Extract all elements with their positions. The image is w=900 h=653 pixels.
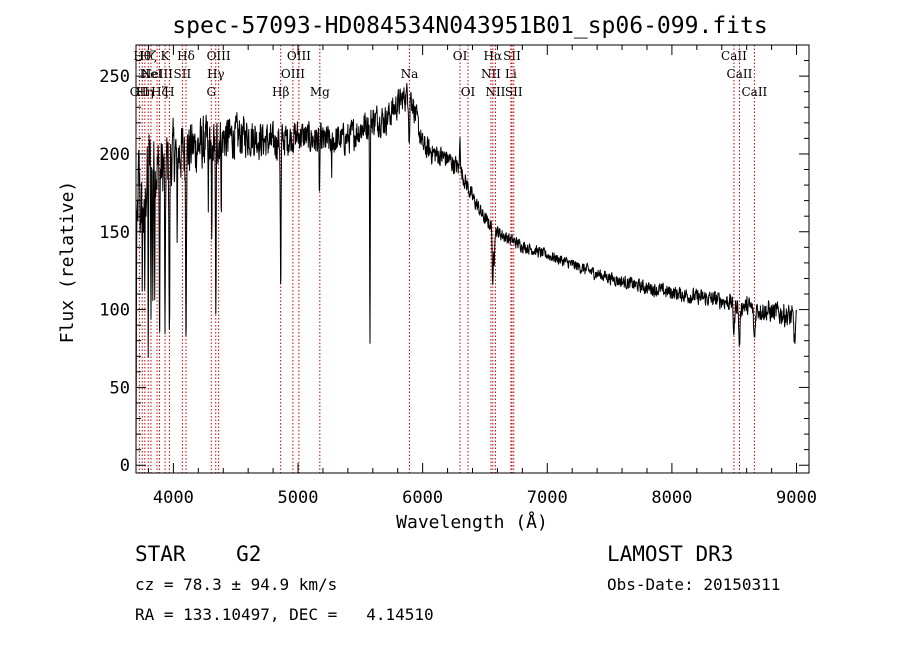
line-marker-label-12: Hγ (207, 67, 225, 81)
y-axis-title: Flux (relative) (57, 181, 78, 344)
x-tick-label-5000: 5000 (278, 488, 319, 508)
line-marker-label-29: CaII (741, 85, 767, 99)
x-tick-label-4000: 4000 (153, 488, 194, 508)
y-tick-label-250: 250 (99, 67, 130, 87)
series-line-flux (135, 82, 797, 455)
chart-title: spec-57093-HD084534N043951B01_sp06-099.f… (172, 13, 767, 39)
line-marker-label-16: OIII (287, 49, 311, 63)
line-marker-label-19: OI (453, 49, 468, 63)
line-marker-label-1: Hθ (133, 49, 151, 63)
line-marker-label-18: Na (401, 67, 419, 81)
line-marker-label-22: Hα (484, 49, 503, 63)
line-marker-label-23: NII (485, 85, 505, 99)
x-tick-label-7000: 7000 (527, 488, 568, 508)
line-marker-label-3: Hζ (140, 49, 157, 63)
x-axis: 4000 5000 6000 7000 8000 9000 (147, 45, 817, 508)
y-tick-label-150: 150 (99, 223, 130, 243)
line-marker-label-11: G (206, 85, 216, 99)
line-marker-label-13: OIII (207, 49, 231, 63)
line-marker-label-15: OIII (281, 67, 305, 81)
ra-dec-text: RA = 133.10497, DEC = 4.14510 (135, 605, 434, 624)
x-axis-title: Wavelength (Å) (396, 511, 548, 533)
redshift-text: cz = 78.3 ± 94.9 km/s (135, 575, 337, 594)
survey-label: LAMOST DR3 (607, 542, 733, 566)
line-marker-label-10: Hδ (177, 49, 195, 63)
y-tick-label-100: 100 (99, 301, 130, 321)
line-marker-label-7: K (161, 49, 171, 63)
line-marker-label-5: NeIII (141, 67, 173, 81)
y-tick-label-0: 0 (120, 456, 130, 476)
y-axis: 0 50 100 150 200 250 (99, 60, 809, 476)
series-group (135, 82, 797, 455)
line-marker-label-27: CaII (721, 49, 747, 63)
x-tick-label-8000: 8000 (651, 488, 692, 508)
line-marker-label-25: SII (503, 49, 521, 63)
obs-date-text: Obs-Date: 20150311 (607, 575, 780, 594)
x-tick-label-9000: 9000 (776, 488, 817, 508)
line-marker-label-21: NII (481, 67, 501, 81)
line-marker-label-9: SII (174, 67, 192, 81)
line-marker-label-24: Li (505, 67, 517, 81)
line-marker-label-6: Hζ (151, 85, 168, 99)
line-marker-label-28: CaII (727, 67, 753, 81)
line-marker-label-8: H (164, 85, 174, 99)
line-marker-label-17: Mg (310, 85, 330, 99)
line-marker-label-20: OI (461, 85, 476, 99)
line-marker-label-2: Hη (136, 85, 154, 99)
x-tick-label-6000: 6000 (402, 488, 443, 508)
line-marker-label-26: SII (505, 85, 523, 99)
object-class-text: STAR G2 (135, 542, 261, 566)
line-marker-label-14: Hβ (272, 85, 289, 99)
y-tick-label-50: 50 (110, 378, 130, 398)
y-tick-label-200: 200 (99, 145, 130, 165)
